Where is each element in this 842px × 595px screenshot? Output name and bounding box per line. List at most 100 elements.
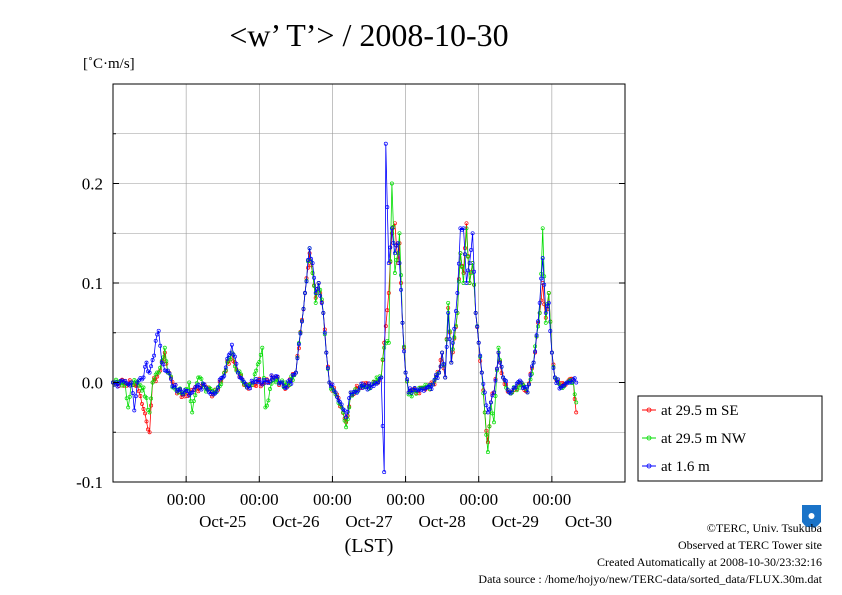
data-point bbox=[385, 205, 390, 210]
data-point bbox=[380, 424, 385, 428]
data-point bbox=[303, 291, 307, 295]
data-point bbox=[144, 360, 149, 365]
data-point bbox=[181, 392, 186, 397]
data-point bbox=[487, 407, 492, 412]
y-tick-label: 0.2 bbox=[82, 175, 103, 194]
data-point bbox=[499, 371, 504, 376]
data-point bbox=[449, 360, 454, 365]
data-point bbox=[386, 291, 391, 295]
data-point bbox=[223, 365, 228, 370]
y-axis-unit-label: [˚C·m/s] bbox=[83, 56, 135, 72]
data-point bbox=[178, 387, 182, 392]
x-day-label: Oct-29 bbox=[492, 512, 539, 531]
legend-marker bbox=[646, 435, 652, 441]
data-point bbox=[402, 349, 406, 354]
data-point bbox=[364, 384, 368, 389]
data-point bbox=[127, 394, 132, 399]
series-group bbox=[111, 141, 579, 475]
data-point bbox=[330, 382, 335, 387]
data-point bbox=[143, 411, 147, 416]
data-point bbox=[149, 364, 154, 369]
x-day-label: Oct-26 bbox=[272, 512, 319, 531]
data-point bbox=[260, 345, 265, 350]
data-point bbox=[383, 324, 388, 329]
data-point bbox=[432, 377, 437, 382]
data-point bbox=[165, 368, 170, 373]
data-point bbox=[293, 370, 298, 375]
data-point bbox=[389, 181, 394, 186]
data-point bbox=[193, 393, 198, 398]
data-point bbox=[335, 394, 339, 399]
data-point bbox=[466, 268, 470, 273]
data-point bbox=[356, 388, 361, 393]
data-point bbox=[403, 370, 408, 375]
data-point bbox=[461, 271, 466, 275]
data-point bbox=[152, 377, 157, 382]
data-point bbox=[290, 372, 295, 377]
data-point bbox=[539, 276, 544, 281]
data-point bbox=[266, 398, 271, 403]
data-point bbox=[400, 320, 405, 325]
data-point bbox=[196, 375, 201, 380]
data-point bbox=[493, 378, 498, 383]
data-point bbox=[543, 310, 548, 315]
data-point bbox=[446, 300, 451, 305]
data-point bbox=[574, 380, 579, 385]
data-point bbox=[325, 366, 330, 371]
data-point bbox=[347, 405, 352, 410]
data-point bbox=[484, 403, 489, 408]
data-point bbox=[153, 338, 158, 343]
data-point bbox=[284, 385, 289, 390]
data-point bbox=[565, 380, 570, 385]
data-point bbox=[478, 353, 483, 358]
data-point bbox=[150, 380, 155, 385]
x-tick-label: 00:00 bbox=[532, 490, 571, 509]
data-point bbox=[229, 342, 234, 347]
data-point bbox=[333, 390, 338, 395]
data-point bbox=[443, 375, 448, 380]
data-point bbox=[248, 386, 253, 391]
data-point bbox=[499, 364, 504, 369]
data-point bbox=[130, 391, 135, 396]
data-point bbox=[540, 226, 545, 231]
data-point bbox=[394, 257, 399, 262]
data-point bbox=[152, 353, 157, 358]
data-point bbox=[161, 362, 166, 367]
data-point bbox=[572, 392, 577, 397]
data-point bbox=[315, 286, 320, 291]
data-point bbox=[557, 382, 562, 387]
series-group bbox=[111, 181, 579, 455]
data-point bbox=[461, 226, 466, 231]
data-point bbox=[513, 385, 518, 390]
x-tick-label: 00:00 bbox=[459, 490, 498, 509]
data-point bbox=[440, 350, 445, 355]
x-day-label: Oct-30 bbox=[565, 512, 612, 531]
data-point bbox=[304, 279, 309, 284]
data-point bbox=[301, 306, 306, 311]
y-tick-label: -0.1 bbox=[76, 473, 103, 492]
data-point bbox=[347, 396, 352, 401]
data-point bbox=[437, 370, 442, 375]
data-point bbox=[484, 432, 489, 437]
data-point bbox=[257, 360, 262, 364]
data-point bbox=[295, 356, 300, 361]
data-point bbox=[196, 389, 201, 394]
data-point bbox=[318, 293, 323, 298]
data-point bbox=[472, 269, 477, 274]
data-point bbox=[345, 409, 350, 414]
data-point bbox=[298, 331, 303, 336]
data-point bbox=[199, 376, 204, 381]
x-day-label: Oct-27 bbox=[345, 512, 393, 531]
data-point bbox=[144, 395, 149, 400]
data-point bbox=[202, 382, 207, 387]
data-point bbox=[155, 370, 160, 375]
x-tick-label: 00:00 bbox=[167, 490, 206, 509]
data-point bbox=[382, 470, 387, 475]
data-point bbox=[199, 387, 204, 392]
data-point bbox=[252, 372, 257, 377]
data-point bbox=[196, 382, 201, 387]
data-point bbox=[450, 340, 455, 345]
data-point bbox=[167, 371, 172, 376]
data-point bbox=[546, 300, 551, 305]
